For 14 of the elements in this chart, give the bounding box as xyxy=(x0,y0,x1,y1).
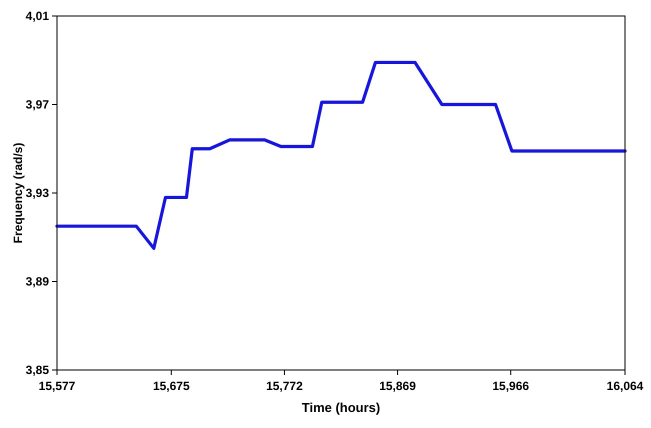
y-tick-label: 3,97 xyxy=(26,98,50,112)
x-tick-label: 15,675 xyxy=(152,379,190,393)
x-tick-label: 15,772 xyxy=(266,379,304,393)
line-series xyxy=(55,60,627,250)
y-axis-title: Frequency (rad/s) xyxy=(11,142,25,244)
x-axis-title: Time (hours) xyxy=(302,400,380,415)
y-tick-label: 3,89 xyxy=(26,274,50,288)
x-tick-label: 15,869 xyxy=(379,379,416,393)
x-tick-label: 15,966 xyxy=(492,379,530,393)
y-tick-label: 3,85 xyxy=(26,363,50,377)
y-tick-label: 3,93 xyxy=(26,186,50,200)
x-tick-label: 15,577 xyxy=(38,379,76,393)
x-tick-label: 16,064 xyxy=(606,379,644,393)
y-tick-label: 4,01 xyxy=(26,9,50,23)
